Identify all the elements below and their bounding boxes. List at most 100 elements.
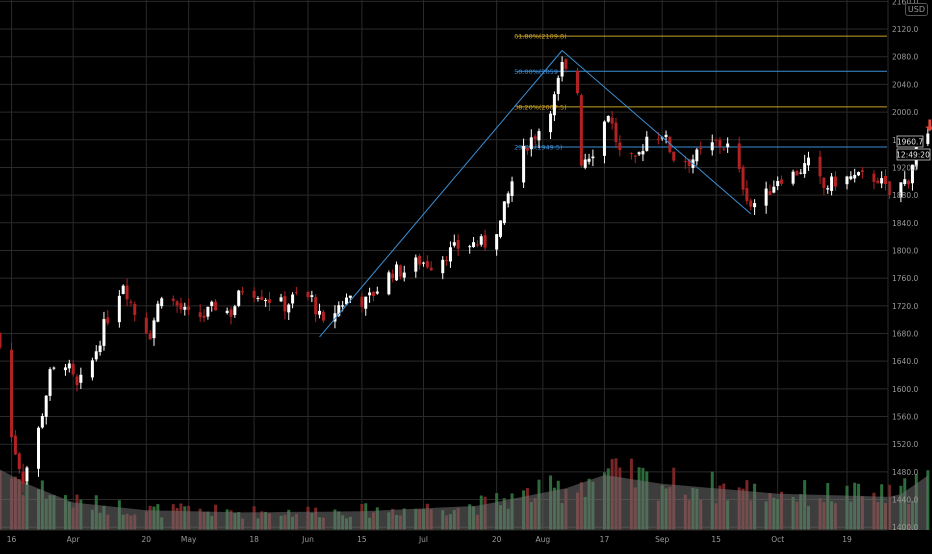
candle-body (479, 236, 483, 245)
candle-body (606, 115, 610, 122)
candle-body (560, 62, 564, 77)
candle-body (818, 156, 822, 177)
candle-body (402, 272, 406, 278)
candle-body (872, 173, 876, 182)
candle-body (564, 59, 568, 69)
candle-body (13, 435, 17, 455)
candle-body (499, 220, 502, 237)
candle-body (718, 140, 722, 147)
candle-body (418, 255, 422, 265)
candle-body (737, 143, 741, 169)
price-tick-label: 1680.0 (892, 329, 918, 338)
price-tick-label: 1400.0 (892, 523, 918, 532)
candle-body (121, 285, 125, 295)
time-tick-label: 16 (7, 535, 17, 544)
candle-body (884, 175, 887, 185)
candle-body (899, 182, 903, 198)
candle-body (206, 306, 210, 317)
candle-body (67, 363, 71, 369)
candle-body (807, 157, 810, 166)
candle-body (225, 310, 229, 313)
candle-body (306, 291, 310, 298)
currency-badge[interactable]: USD (904, 3, 928, 16)
candle-body (333, 313, 337, 322)
trend-lines[interactable] (319, 50, 752, 338)
candle-body (576, 70, 579, 94)
candle-body (264, 299, 268, 301)
candle-body (602, 121, 606, 156)
candle-body (556, 77, 560, 94)
candle-body (252, 290, 256, 298)
fibonacci-levels[interactable]: 61.80%(2109.8) 50.00%(2059 38.20%(2007.5) 2… (514, 33, 887, 152)
candle-body (348, 295, 352, 298)
time-tick-label: Jun (301, 535, 314, 544)
candle-body (214, 301, 218, 311)
candle-body (472, 242, 476, 248)
candle-body (395, 264, 399, 281)
candle-body (187, 306, 191, 310)
candle-body (183, 306, 187, 310)
candle-body (117, 295, 121, 323)
candle-body (687, 159, 691, 166)
candle-body (17, 453, 21, 469)
candle-body (237, 290, 241, 306)
candle-body (360, 296, 364, 307)
trend-line (561, 50, 752, 215)
candle-body (510, 181, 514, 197)
candle-body (522, 145, 526, 183)
candle-body (287, 304, 291, 313)
candle-body (98, 345, 102, 353)
bar-countdown: 12:49:20 (896, 151, 930, 160)
candle-body (391, 273, 395, 278)
fib-level-label: 50.00%(2059 (514, 68, 558, 76)
candle-body (645, 136, 649, 151)
candle-body (256, 297, 260, 299)
candle-body (21, 471, 25, 484)
time-tick-label: 20 (492, 535, 502, 544)
candle-body (833, 176, 837, 187)
candle-body (321, 311, 325, 321)
price-tick-label: 1600.0 (892, 385, 918, 394)
time-tick-label: Aug (536, 535, 551, 544)
candle-body (368, 292, 372, 296)
candle-body (776, 181, 780, 187)
candle-body (502, 201, 506, 224)
candle-body (0, 333, 2, 348)
candle-body (337, 305, 341, 316)
candle-body (926, 133, 930, 144)
candle-body (714, 139, 718, 141)
time-axis[interactable]: 16 Apr 20 May 18 Jun 15 Jul 20 Aug 17 Sep 15 Oct 19 (7, 535, 852, 544)
time-tick-label: 15 (357, 535, 367, 544)
candle-body (375, 291, 379, 294)
price-tick-label: 1560.0 (892, 413, 918, 422)
candle-body (233, 306, 237, 315)
candle-body (876, 180, 880, 184)
price-tick-label: 2120.0 (892, 25, 918, 34)
candle-body (75, 376, 79, 386)
price-tick-label: 1800.0 (892, 246, 918, 255)
candle-body (283, 296, 287, 312)
candle-body (668, 136, 672, 153)
candle-body (387, 272, 391, 295)
price-axis[interactable]: 1400.0 1440.0 1480.0 1520.0 1560.0 1600.0 1640… (892, 0, 918, 532)
candle-body (241, 291, 245, 293)
countdown-box (896, 148, 931, 161)
candle-body (102, 319, 106, 346)
candle-body (699, 148, 703, 150)
price-tick-label: 1440.0 (892, 496, 918, 505)
price-tick-label: 1640.0 (892, 357, 918, 366)
candle-body (10, 349, 14, 438)
time-tick-label: Jul (418, 535, 428, 544)
candle-body (291, 294, 295, 304)
candle-body (468, 246, 472, 248)
price-tick-label: 1760.0 (892, 274, 918, 283)
candle-body (753, 203, 757, 208)
candle-body (79, 374, 83, 383)
candle-body (529, 137, 533, 150)
candle-body (268, 299, 271, 304)
candle-body (414, 257, 418, 272)
candle-body (179, 303, 183, 310)
candle-body (160, 298, 164, 307)
